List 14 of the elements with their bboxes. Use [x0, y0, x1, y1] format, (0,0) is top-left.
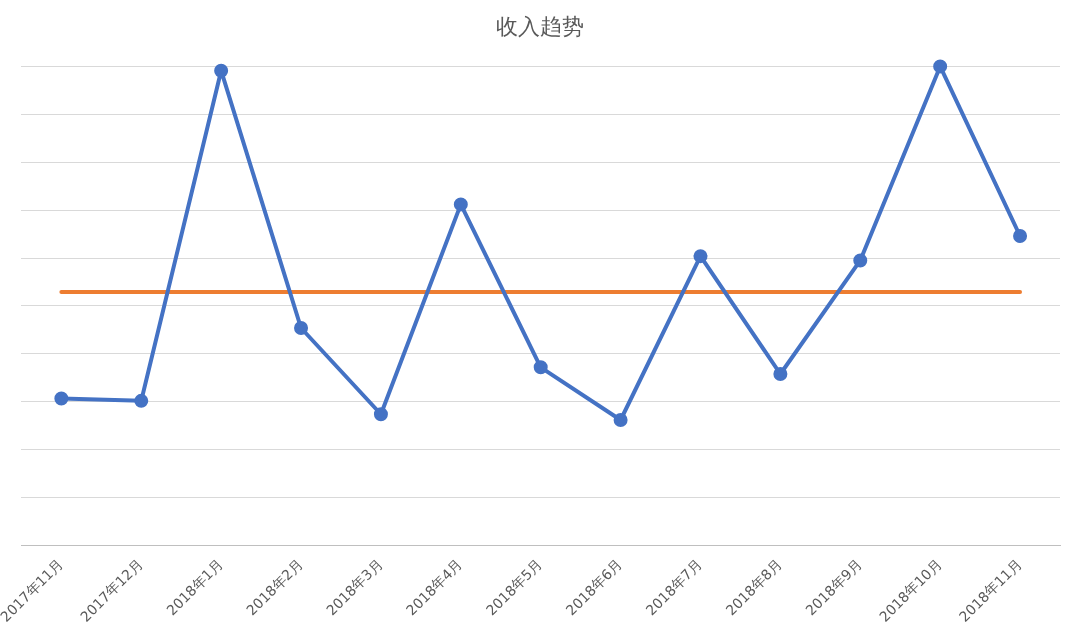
- point: [54, 391, 69, 406]
- point: [373, 407, 388, 422]
- point: [613, 413, 628, 427]
- point: [134, 393, 149, 408]
- point: [933, 59, 948, 74]
- point: [214, 63, 229, 78]
- point: [533, 360, 548, 375]
- point: [853, 253, 868, 268]
- point: [773, 367, 788, 381]
- point: [693, 249, 708, 264]
- point: [1013, 229, 1028, 244]
- point: [453, 197, 468, 212]
- point: [294, 321, 309, 336]
- chart-title: 收入趋势: [496, 13, 584, 39]
